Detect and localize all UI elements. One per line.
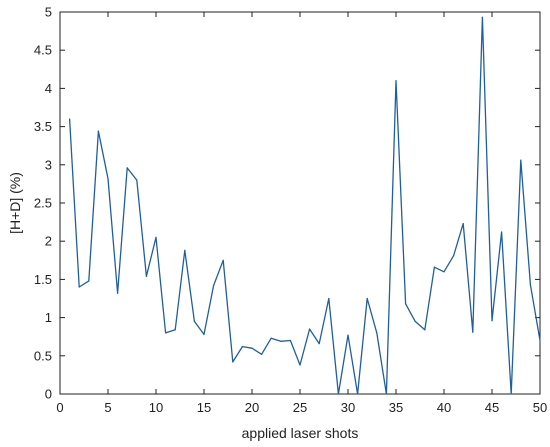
x-tick-label: 10 bbox=[149, 400, 163, 415]
data-point bbox=[145, 275, 147, 277]
x-tick-label: 15 bbox=[197, 400, 211, 415]
y-tick-label: 4 bbox=[45, 81, 52, 96]
data-point bbox=[414, 320, 416, 323]
y-axis: 0 0.5 1 1.5 2 2.5 3 3.5 4 4.5 5 bbox=[34, 5, 540, 402]
y-tick-label: 0 bbox=[45, 387, 52, 402]
data-point bbox=[126, 167, 128, 169]
data-point bbox=[88, 280, 90, 282]
y-tick-label: 1.5 bbox=[34, 272, 52, 287]
y-tick-label: 4.5 bbox=[34, 43, 52, 58]
y-tick-label: 1 bbox=[45, 310, 52, 325]
data-point bbox=[270, 337, 272, 339]
x-tick-label: 35 bbox=[389, 400, 403, 415]
data-point bbox=[433, 266, 435, 268]
data-point bbox=[155, 236, 157, 238]
data-point bbox=[529, 284, 532, 286]
x-tick-label: 45 bbox=[485, 400, 499, 415]
data-point bbox=[443, 271, 445, 273]
data-point bbox=[241, 346, 243, 348]
x-tick-label: 50 bbox=[533, 400, 547, 415]
data-point bbox=[174, 329, 176, 331]
data-point bbox=[385, 393, 387, 395]
data-point bbox=[472, 331, 474, 333]
data-point bbox=[347, 334, 349, 336]
data-point bbox=[539, 339, 541, 342]
data-point bbox=[299, 364, 301, 366]
x-tick-label: 40 bbox=[437, 400, 451, 415]
plot-area-frame bbox=[59, 11, 541, 395]
data-point bbox=[97, 130, 99, 132]
data-point bbox=[251, 347, 253, 349]
data-point bbox=[453, 255, 455, 257]
y-tick-label: 2.5 bbox=[34, 196, 52, 211]
y-tick-label: 0.5 bbox=[34, 348, 52, 363]
x-tick-label: 20 bbox=[245, 400, 259, 415]
data-point bbox=[405, 303, 407, 305]
data-point bbox=[318, 342, 320, 345]
data-point bbox=[501, 231, 503, 233]
data-point bbox=[289, 339, 291, 342]
series-layer bbox=[68, 16, 541, 395]
data-point bbox=[424, 329, 426, 331]
x-axis: 0 5 10 15 20 25 30 35 40 45 50 bbox=[56, 12, 547, 415]
data-point bbox=[328, 297, 330, 300]
y-tick-label: 3 bbox=[45, 157, 52, 172]
data-point bbox=[366, 297, 368, 300]
data-point bbox=[280, 340, 282, 342]
data-point bbox=[462, 223, 464, 225]
data-point bbox=[78, 286, 80, 288]
data-point bbox=[481, 16, 483, 18]
data-point bbox=[165, 332, 167, 334]
data-point bbox=[337, 393, 339, 395]
x-tick-label: 0 bbox=[56, 400, 63, 415]
data-point bbox=[203, 333, 205, 336]
data-point bbox=[136, 179, 138, 181]
x-tick-label: 25 bbox=[293, 400, 307, 415]
x-tick-label: 5 bbox=[104, 400, 111, 415]
data-point bbox=[395, 80, 397, 82]
data-point bbox=[222, 259, 224, 261]
y-tick-label: 2 bbox=[45, 234, 52, 249]
x-tick-label: 30 bbox=[341, 400, 355, 415]
data-point bbox=[117, 292, 119, 294]
data-point bbox=[491, 320, 493, 322]
data-point bbox=[520, 159, 522, 161]
y-tick-label: 3.5 bbox=[34, 119, 52, 134]
y-tick-label: 5 bbox=[45, 5, 52, 20]
data-point bbox=[184, 249, 186, 251]
data-point bbox=[376, 332, 378, 334]
x-axis-title: applied laser shots bbox=[242, 425, 359, 441]
y-axis-title: [H+D] (%) bbox=[7, 172, 23, 234]
data-point bbox=[213, 284, 215, 287]
data-point bbox=[357, 393, 359, 395]
data-point bbox=[69, 118, 71, 120]
data-point bbox=[309, 328, 311, 330]
data-point bbox=[510, 393, 512, 395]
series-line bbox=[68, 16, 541, 395]
data-point bbox=[193, 320, 195, 323]
data-point bbox=[232, 361, 234, 363]
data-point bbox=[107, 177, 109, 180]
data-point bbox=[261, 353, 263, 355]
